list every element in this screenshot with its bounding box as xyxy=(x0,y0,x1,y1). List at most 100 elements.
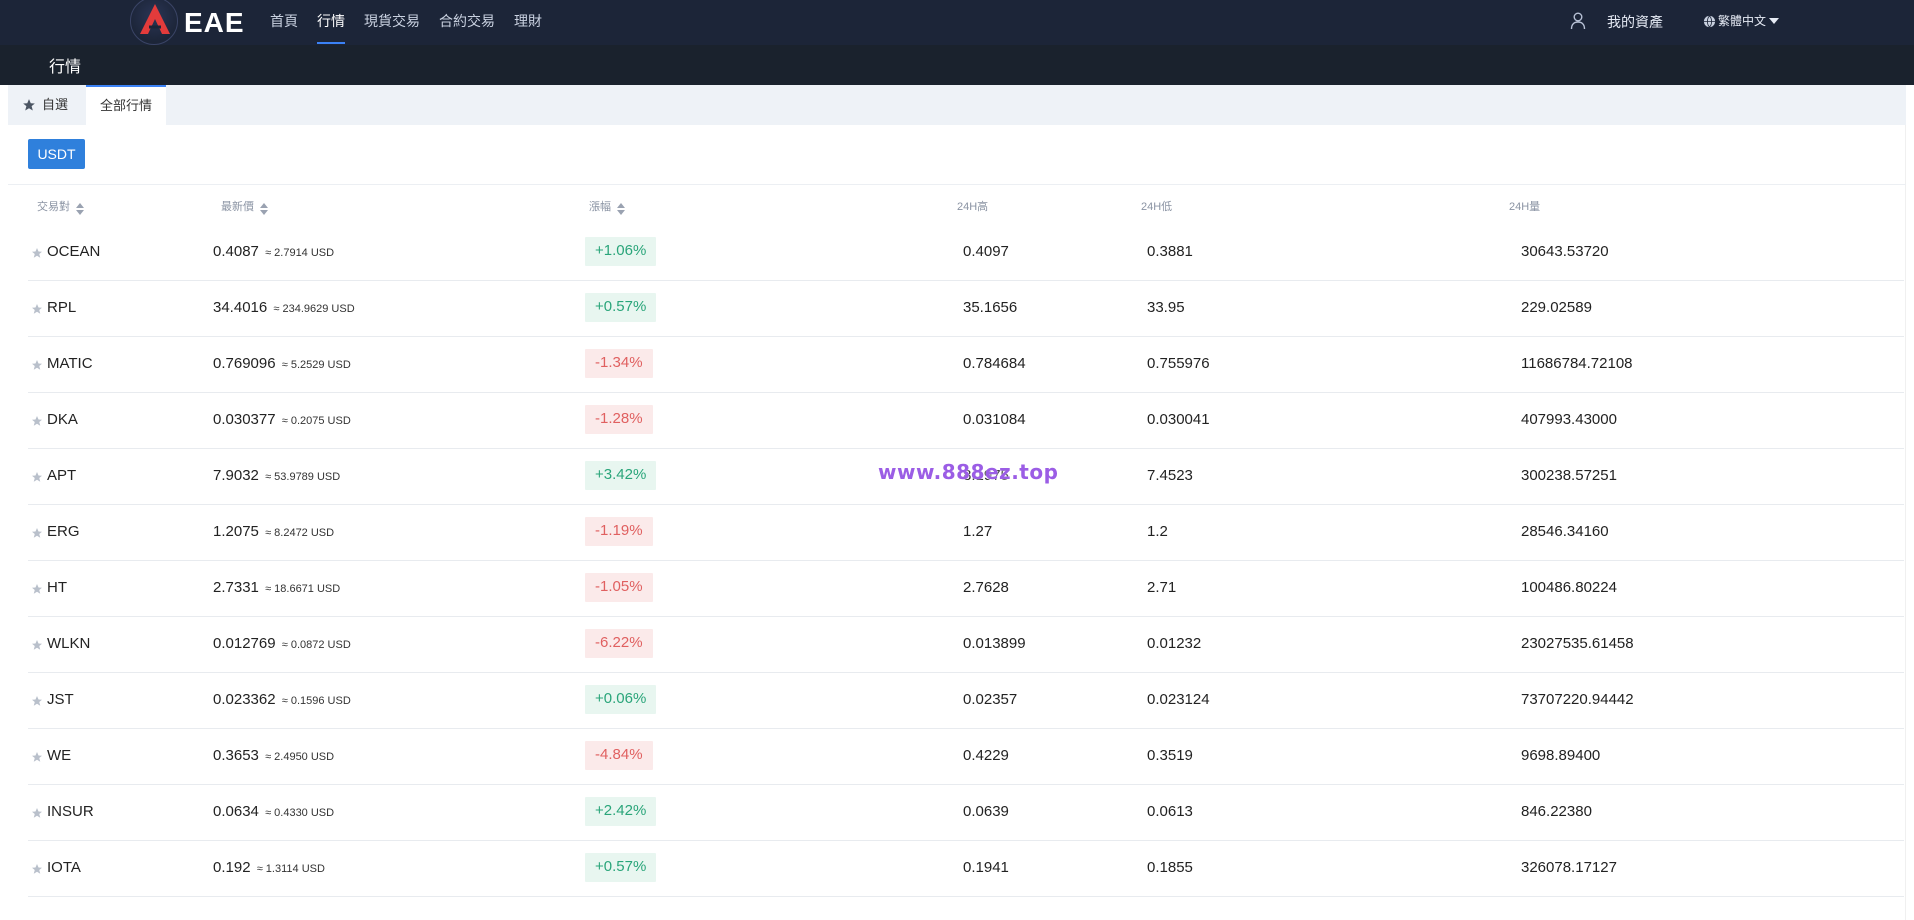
high-24h: 0.4229 xyxy=(963,747,1009,764)
header-pair[interactable]: 交易對 xyxy=(37,185,84,230)
nav-home[interactable]: 首頁 xyxy=(270,13,298,29)
tab-all-label: 全部行情 xyxy=(100,98,153,113)
user-icon[interactable] xyxy=(1570,12,1586,35)
nav-market[interactable]: 行情 xyxy=(317,0,345,45)
last-price: 0.012769 ≈ 0.0872 USD xyxy=(213,617,351,672)
change-badge: -1.05% xyxy=(585,573,653,602)
last-price: 34.4016 ≈ 234.9629 USD xyxy=(213,281,355,336)
high-24h: 0.02357 xyxy=(963,691,1018,708)
price-usd-equivalent: ≈ 2.4950 USD xyxy=(265,751,335,763)
change-badge: -1.34% xyxy=(585,349,653,378)
high-24h: 2.7628 xyxy=(963,579,1009,596)
price-usd-equivalent: ≈ 8.2472 USD xyxy=(265,527,335,539)
favorite-star-icon[interactable] xyxy=(31,863,43,875)
table-row[interactable]: HT 2.7331 ≈ 18.6671 USD -1.05% 2.7628 2.71 10… xyxy=(28,561,1904,617)
change-badge: +0.06% xyxy=(585,685,657,714)
watermark-text: www.888ez.top xyxy=(878,460,1059,484)
tab-favorites[interactable]: 自選 xyxy=(8,85,82,125)
favorite-star-icon[interactable] xyxy=(31,359,43,371)
high-24h: 0.4097 xyxy=(963,243,1009,260)
favorite-star-icon[interactable] xyxy=(31,695,43,707)
change-badge: +3.42% xyxy=(585,461,657,490)
favorite-star-icon[interactable] xyxy=(31,527,43,539)
volume-24h: 100486.80224 xyxy=(1521,579,1617,596)
table-row[interactable]: WE 0.3653 ≈ 2.4950 USD -4.84% 0.4229 0.3519 9… xyxy=(28,729,1904,785)
price-usd-equivalent: ≈ 0.2075 USD xyxy=(281,415,351,427)
table-row[interactable]: ERG 1.2075 ≈ 8.2472 USD -1.19% 1.27 1.2 28546… xyxy=(28,505,1904,561)
price-value: 0.192 xyxy=(213,859,251,876)
price-value: 34.4016 xyxy=(213,299,268,316)
table-row[interactable]: MATIC 0.769096 ≈ 5.2529 USD -1.34% 0.784684… xyxy=(28,337,1904,393)
table-row[interactable]: OCEAN 0.4087 ≈ 2.7914 USD +1.06% 0.4097 0.38… xyxy=(28,225,1904,281)
pair-symbol: ERG xyxy=(47,523,80,540)
pair-symbol: APT xyxy=(47,467,77,484)
my-assets-link[interactable]: 我的資產 xyxy=(1607,14,1663,30)
tab-all-markets[interactable]: 全部行情 xyxy=(86,85,167,125)
price-value: 2.7331 xyxy=(213,579,259,596)
price-value: 0.769096 xyxy=(213,355,276,372)
market-table-card: USDT 交易對 最新價 漲幅 24H高 24H低 24H量 OCEAN 0.40… xyxy=(8,125,1906,920)
nav-wealth[interactable]: 理財 xyxy=(514,13,542,29)
last-price: 7.9032 ≈ 53.9789 USD xyxy=(213,449,340,504)
table-row[interactable]: JST 0.023362 ≈ 0.1596 USD +0.06% 0.02357 0.0… xyxy=(28,673,1904,729)
volume-24h: 326078.17127 xyxy=(1521,859,1617,876)
page-header-bar: 行情 xyxy=(0,45,1914,85)
volume-24h: 28546.34160 xyxy=(1521,523,1609,540)
last-price: 0.0634 ≈ 0.4330 USD xyxy=(213,785,334,840)
table-row[interactable]: WLKN 0.012769 ≈ 0.0872 USD -6.22% 0.013899 0… xyxy=(28,617,1904,673)
low-24h: 0.01232 xyxy=(1147,635,1202,652)
change-badge: +1.06% xyxy=(585,237,657,266)
price-usd-equivalent: ≈ 234.9629 USD xyxy=(273,303,355,315)
price-value: 7.9032 xyxy=(213,467,259,484)
top-navbar: EAE 首頁 行情 現貨交易 合約交易 理財 我的資產 繁體中文 xyxy=(0,0,1914,45)
pair-symbol: JST xyxy=(47,691,74,708)
low-24h: 2.71 xyxy=(1147,579,1177,596)
language-selector[interactable]: 繁體中文 xyxy=(1703,0,1782,42)
last-price: 0.3653 ≈ 2.4950 USD xyxy=(213,729,334,784)
last-price: 0.769096 ≈ 5.2529 USD xyxy=(213,337,351,392)
change-badge: +0.57% xyxy=(585,853,657,882)
quote-currency-usdt-button[interactable]: USDT xyxy=(28,139,85,169)
header-change[interactable]: 漲幅 xyxy=(589,185,625,230)
header-price-label: 最新價 xyxy=(221,201,254,213)
favorite-star-icon[interactable] xyxy=(31,303,43,315)
high-24h: 0.784684 xyxy=(963,355,1026,372)
low-24h: 0.023124 xyxy=(1147,691,1210,708)
favorite-star-icon[interactable] xyxy=(31,583,43,595)
header-low: 24H低 xyxy=(1141,185,1172,230)
favorite-star-icon[interactable] xyxy=(31,415,43,427)
divider xyxy=(8,184,1906,185)
sort-icon xyxy=(260,202,268,215)
header-volume-label: 24H量 xyxy=(1509,201,1541,213)
pair-symbol: IOTA xyxy=(47,859,81,876)
table-row[interactable]: DKA 0.030377 ≈ 0.2075 USD -1.28% 0.031084 0.… xyxy=(28,393,1904,449)
table-row[interactable]: APT 7.9032 ≈ 53.9789 USD +3.42% 8.1975 7.452… xyxy=(28,449,1904,505)
pair-symbol: WE xyxy=(47,747,72,764)
nav-contract-trading[interactable]: 合約交易 xyxy=(439,13,495,29)
header-price[interactable]: 最新價 xyxy=(221,185,268,230)
table-row[interactable]: RPL 34.4016 ≈ 234.9629 USD +0.57% 35.1656 33… xyxy=(28,281,1904,337)
volume-24h: 229.02589 xyxy=(1521,299,1592,316)
price-value: 0.4087 xyxy=(213,243,259,260)
nav-spot-trading[interactable]: 現貨交易 xyxy=(364,13,420,29)
favorite-star-icon[interactable] xyxy=(31,471,43,483)
high-24h: 0.031084 xyxy=(963,411,1026,428)
table-row[interactable]: INSUR 0.0634 ≈ 0.4330 USD +2.42% 0.0639 0.06… xyxy=(28,785,1904,841)
price-usd-equivalent: ≈ 2.7914 USD xyxy=(265,247,335,259)
volume-24h: 846.22380 xyxy=(1521,803,1592,820)
pair-symbol: RPL xyxy=(47,299,77,316)
caret-down-icon xyxy=(1769,18,1780,24)
table-row[interactable]: IOTA 0.192 ≈ 1.3114 USD +0.57% 0.1941 0.1855… xyxy=(28,841,1904,897)
favorite-star-icon[interactable] xyxy=(31,807,43,819)
favorite-star-icon[interactable] xyxy=(31,247,43,259)
change-badge: +0.57% xyxy=(585,293,657,322)
brand-logo[interactable]: EAE xyxy=(130,0,245,45)
favorite-star-icon[interactable] xyxy=(31,639,43,651)
star-icon xyxy=(23,99,35,111)
favorite-star-icon[interactable] xyxy=(31,751,43,763)
low-24h: 0.3881 xyxy=(1147,243,1193,260)
price-usd-equivalent: ≈ 0.4330 USD xyxy=(265,807,335,819)
price-value: 0.012769 xyxy=(213,635,276,652)
price-usd-equivalent: ≈ 5.2529 USD xyxy=(281,359,351,371)
last-price: 0.030377 ≈ 0.2075 USD xyxy=(213,393,351,448)
